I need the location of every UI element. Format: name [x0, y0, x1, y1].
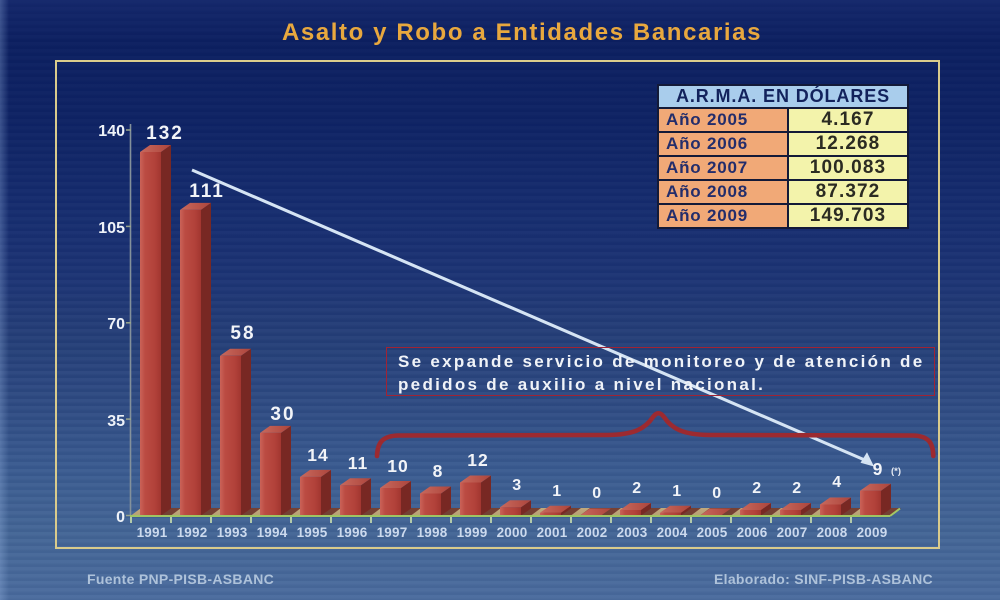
svg-text:2008: 2008 — [817, 525, 848, 540]
svg-text:0: 0 — [116, 509, 125, 526]
svg-text:14: 14 — [307, 445, 328, 465]
svg-text:2006: 2006 — [737, 525, 768, 540]
svg-text:58: 58 — [230, 323, 255, 344]
svg-text:10: 10 — [387, 456, 408, 476]
svg-text:2: 2 — [752, 480, 761, 497]
svg-text:3: 3 — [512, 477, 521, 494]
svg-text:2: 2 — [632, 480, 641, 497]
svg-text:1999: 1999 — [457, 525, 488, 540]
svg-text:1992: 1992 — [177, 525, 208, 540]
svg-text:2007: 2007 — [777, 525, 808, 540]
svg-text:1998: 1998 — [417, 525, 448, 540]
svg-text:1991: 1991 — [137, 525, 168, 540]
svg-text:8: 8 — [433, 461, 444, 481]
svg-text:2000: 2000 — [497, 525, 528, 540]
svg-text:70: 70 — [107, 316, 125, 333]
svg-text:0: 0 — [592, 485, 601, 502]
svg-text:1994: 1994 — [257, 525, 288, 540]
svg-text:132: 132 — [146, 123, 184, 144]
svg-text:11: 11 — [348, 453, 369, 473]
svg-text:2: 2 — [792, 480, 801, 497]
svg-text:2005: 2005 — [697, 525, 728, 540]
svg-text:1993: 1993 — [217, 525, 248, 540]
svg-text:0: 0 — [712, 485, 721, 502]
svg-text:1995: 1995 — [297, 525, 328, 540]
svg-text:2002: 2002 — [577, 525, 608, 540]
svg-text:2004: 2004 — [657, 525, 688, 540]
svg-text:9: 9 — [873, 459, 884, 479]
svg-text:2001: 2001 — [537, 525, 568, 540]
svg-text:1: 1 — [552, 483, 561, 500]
svg-text:35: 35 — [107, 413, 125, 430]
svg-text:12: 12 — [467, 450, 488, 470]
svg-text:111: 111 — [189, 181, 225, 202]
svg-text:1997: 1997 — [377, 525, 408, 540]
svg-text:140: 140 — [98, 123, 125, 140]
svg-text:4: 4 — [832, 474, 841, 491]
svg-text:1996: 1996 — [337, 525, 368, 540]
svg-text:(*): (*) — [891, 466, 901, 477]
svg-text:2009: 2009 — [857, 525, 888, 540]
svg-text:2003: 2003 — [617, 525, 648, 540]
svg-text:1: 1 — [672, 483, 681, 500]
svg-text:30: 30 — [270, 404, 295, 425]
svg-text:105: 105 — [98, 220, 125, 237]
